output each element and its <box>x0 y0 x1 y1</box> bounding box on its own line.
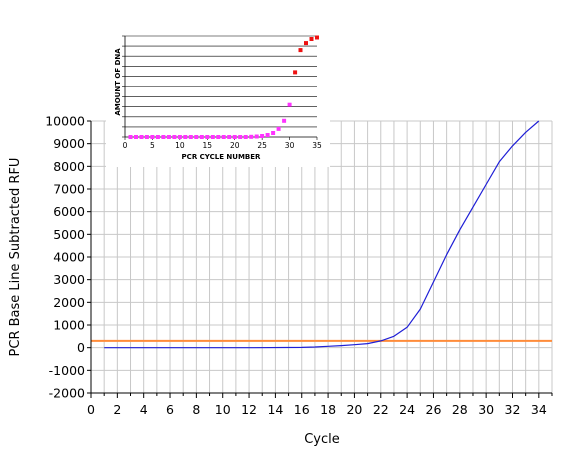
inset-point-s0-17 <box>221 135 226 139</box>
inset-x-tick-label-5: 25 <box>257 141 267 150</box>
inset-x-tick-label-7: 35 <box>312 141 322 150</box>
inset-point-s1-4 <box>315 35 319 40</box>
y-tick-label-8: 6000 <box>53 204 85 219</box>
inset-point-s0-15 <box>210 135 215 139</box>
inset-point-s0-20 <box>238 135 243 139</box>
inset-y-axis-title: AMOUNT OF DNA <box>114 48 122 116</box>
inset-point-s1-3 <box>309 37 314 41</box>
x-tick-label-15: 30 <box>478 402 494 417</box>
x-tick-label-17: 34 <box>531 402 547 417</box>
inset-point-s0-8 <box>172 135 177 139</box>
inset-point-s0-25 <box>265 133 270 137</box>
inset-point-s0-11 <box>188 135 193 139</box>
inset-point-s1-2 <box>304 41 308 46</box>
inset-point-s0-16 <box>216 135 221 139</box>
x-tick-label-16: 32 <box>505 402 521 417</box>
inset-point-s0-29 <box>287 102 292 107</box>
inset-point-s0-9 <box>177 135 182 139</box>
inset-point-s0-23 <box>254 134 259 139</box>
inset-x-axis-title: PCR CYCLE NUMBER <box>182 153 261 161</box>
inset-point-s0-24 <box>260 134 265 138</box>
inset-gridlines <box>125 35 317 128</box>
inset-panel <box>106 27 330 167</box>
inset-point-s0-28 <box>282 118 287 123</box>
main-series-group <box>91 120 552 349</box>
main-axes <box>87 120 553 398</box>
main-x-tick-labels: 0 2 4 6 8 10 12 14 16 18 20 22 24 26 28 30 32 34 <box>87 402 547 417</box>
inset-x-tick-label-2: 10 <box>175 141 185 150</box>
x-tick-label-8: 16 <box>294 402 310 417</box>
inset-point-s0-18 <box>227 135 232 139</box>
inset-point-s0-27 <box>276 126 281 131</box>
x-axis-title: Cycle <box>304 432 340 447</box>
inset-point-s0-2 <box>139 135 144 139</box>
amplification-curve <box>104 120 540 349</box>
inset-point-s0-4 <box>150 135 155 139</box>
inset-point-s0-13 <box>199 135 204 139</box>
y-tick-label-3: 1000 <box>53 318 85 333</box>
x-tick-label-1: 2 <box>113 402 121 417</box>
y-tick-label-1: -1000 <box>49 363 85 378</box>
inset-point-s0-26 <box>271 131 276 135</box>
x-tick-label-7: 14 <box>267 402 283 417</box>
y-tick-label-11: 9000 <box>53 136 85 151</box>
y-tick-label-6: 4000 <box>53 250 85 265</box>
inset-x-tick-label-0: 0 <box>123 141 128 150</box>
inset-x-tick-labels: 0 5 10 15 20 25 30 35 <box>123 141 322 150</box>
y-tick-label-2: 0 <box>77 340 85 355</box>
inset-points-group <box>128 35 319 139</box>
main-y-tick-labels: -2000 -1000 0 1000 2000 3000 4000 5000 6000 7000 8… <box>45 114 85 401</box>
inset-x-tick-label-4: 20 <box>230 141 240 150</box>
x-tick-label-10: 20 <box>346 402 362 417</box>
x-tick-label-2: 4 <box>140 402 148 417</box>
inset-point-s1-1 <box>298 48 303 53</box>
inset-point-s0-3 <box>144 135 149 139</box>
inset-x-tick-label-3: 15 <box>203 141 213 150</box>
x-tick-label-14: 28 <box>452 402 468 417</box>
x-tick-label-6: 12 <box>241 402 257 417</box>
inset-point-s1-0 <box>293 70 298 75</box>
y-tick-label-12: 10000 <box>45 114 85 129</box>
inset-point-s0-1 <box>134 135 138 139</box>
y-tick-label-5: 3000 <box>53 272 85 287</box>
y-tick-label-9: 7000 <box>53 182 85 197</box>
inset-point-s0-22 <box>249 134 254 139</box>
y-tick-label-4: 2000 <box>53 295 85 310</box>
x-tick-label-0: 0 <box>87 402 95 417</box>
inset-point-s0-5 <box>155 135 160 139</box>
inset-point-s0-14 <box>205 135 210 139</box>
x-tick-label-11: 22 <box>373 402 389 417</box>
inset-point-s0-19 <box>232 135 237 139</box>
inset-point-s0-12 <box>194 135 199 139</box>
x-tick-label-13: 26 <box>426 402 442 417</box>
inset-point-s0-0 <box>128 135 133 139</box>
inset-point-s0-7 <box>166 135 171 139</box>
inset-point-s0-6 <box>161 135 166 139</box>
x-tick-label-3: 6 <box>166 402 174 417</box>
y-axis-title: PCR Base Line Subtracted RFU <box>8 158 23 357</box>
inset-point-s0-21 <box>243 135 248 139</box>
x-tick-label-4: 8 <box>192 402 200 417</box>
y-tick-label-7: 5000 <box>53 227 85 242</box>
y-tick-label-10: 8000 <box>53 159 85 174</box>
x-tick-label-9: 18 <box>320 402 336 417</box>
x-tick-label-5: 10 <box>215 402 231 417</box>
inset-x-tick-label-1: 5 <box>150 141 155 150</box>
inset-x-tick-label-6: 30 <box>285 141 295 150</box>
x-tick-label-12: 24 <box>399 402 415 417</box>
inset-point-s0-10 <box>183 135 188 139</box>
y-tick-label-0: -2000 <box>49 386 85 401</box>
